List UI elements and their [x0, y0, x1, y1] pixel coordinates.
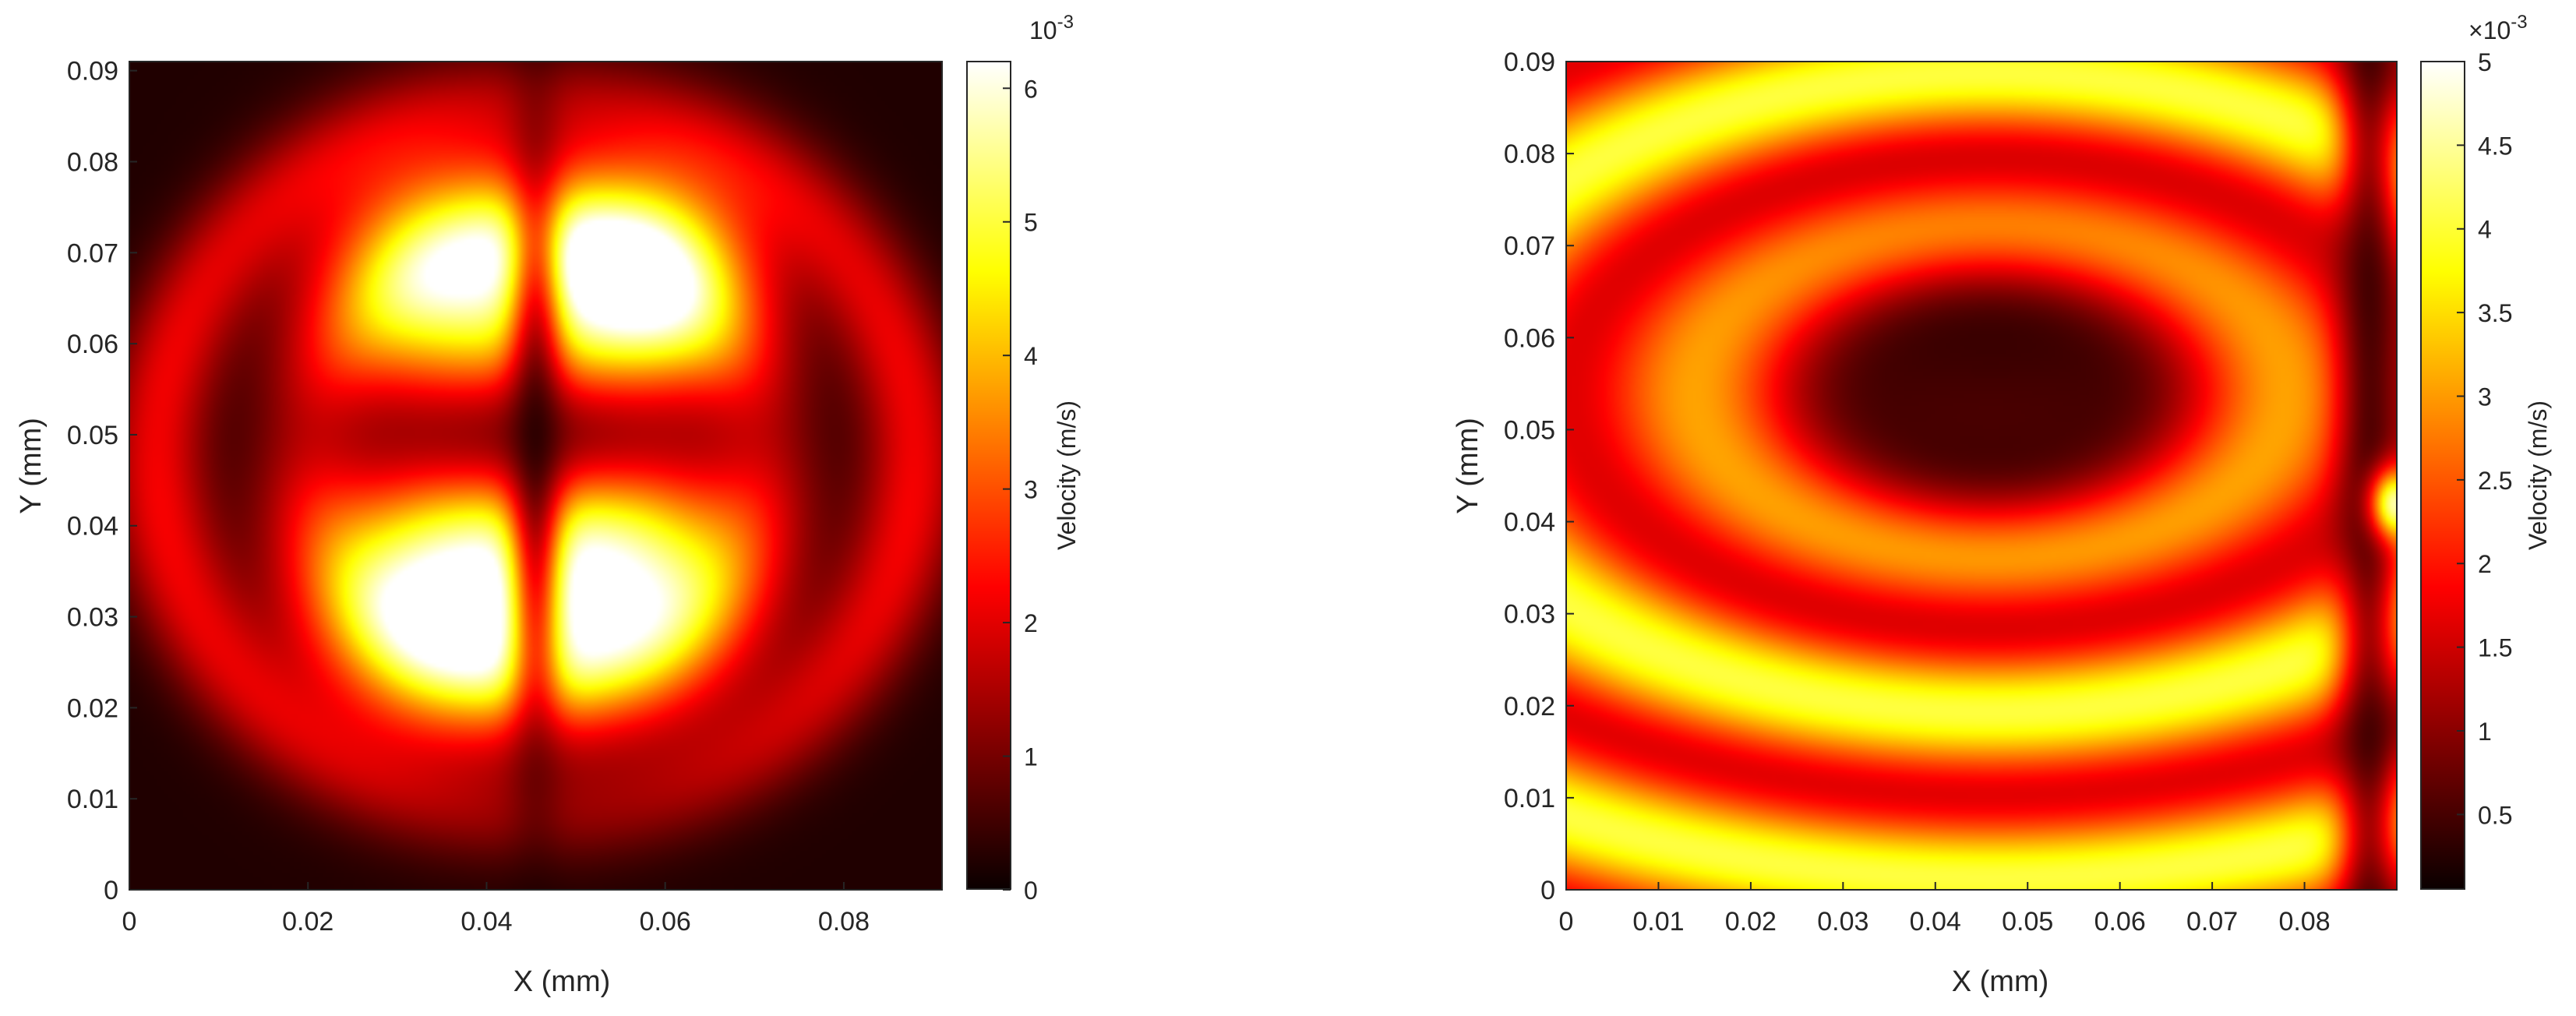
colorbar-tick-label: 1.5 — [2478, 634, 2512, 662]
x-tick-label: 0.05 — [2002, 907, 2053, 937]
right-x-axis-label: X (mm) — [1952, 965, 2049, 998]
y-tick-label: 0.08 — [67, 147, 118, 177]
colorbar-tick-label: 0.5 — [2478, 801, 2512, 829]
colorbar-tick-label: 1 — [2478, 718, 2492, 746]
left-plot-frame — [129, 61, 943, 891]
left-y-axis-label: Y (mm) — [15, 418, 48, 514]
colorbar-tick-label: 3.5 — [2478, 299, 2512, 327]
x-tick-label: 0 — [122, 907, 137, 937]
y-tick-label: 0.05 — [67, 421, 118, 450]
colorbar-tick-label: 2.5 — [2478, 467, 2512, 495]
left-colorbar-multiplier: 10-3 — [1029, 12, 1074, 44]
left-panel: 0 0.02 0.04 0.06 0.08 00.010.020.030.040.050… — [15, 12, 1081, 998]
x-tick-label: 0.01 — [1632, 907, 1684, 937]
x-tick-label: 0.07 — [2186, 907, 2238, 937]
left-colorbar — [966, 61, 1011, 890]
y-tick-label: 0.01 — [1504, 784, 1555, 813]
x-tick-label: 0.08 — [818, 907, 870, 937]
colorbar-tick-label: 5 — [2478, 48, 2492, 76]
x-tick-label: 0.02 — [282, 907, 333, 937]
y-tick-label: 0.06 — [67, 330, 118, 359]
colorbar-tick-label: 0 — [1024, 877, 1038, 905]
left-colorbar-label: Velocity (m/s) — [1053, 400, 1081, 550]
colorbar-tick-label: 3 — [2478, 383, 2492, 411]
colorbar-tick-label: 6 — [1024, 75, 1038, 103]
right-colorbar-ticks: 0.5 1 1.5 2 2.5 3 3.5 4 4.5 5 — [2457, 48, 2512, 829]
y-tick-label: 0.07 — [67, 238, 118, 268]
x-tick-label: 0.03 — [1817, 907, 1868, 937]
colorbar-tick-label: 5 — [1024, 209, 1038, 237]
x-tick-label: 0.06 — [2094, 907, 2146, 937]
x-tick-label: 0.08 — [2278, 907, 2330, 937]
right-y-axis-ticks: 0 0.01 0.02 0.03 0.04 0.05 0.06 0.07 0.08 0.09 — [1504, 48, 1574, 905]
colorbar-tick-label: 2 — [2478, 550, 2492, 578]
y-tick-label: 0.05 — [1504, 415, 1555, 445]
y-tick-label: 0 — [1540, 876, 1555, 905]
left-y-axis-ticks: 0 0.01 0.02 0.03 0.04 0.05 0.06 0.07 0.08 0.09 — [67, 57, 137, 905]
left-x-axis-ticks: 0 0.02 0.04 0.06 0.08 — [122, 882, 870, 937]
right-y-axis-label: Y (mm) — [1452, 418, 1484, 514]
y-tick-label: 0.06 — [1504, 323, 1555, 353]
right-plot-frame — [1565, 61, 2398, 891]
y-tick-label: 0.09 — [67, 57, 118, 86]
x-tick-label: 0 — [1559, 907, 1574, 937]
right-x-axis-ticks: 0 0.01 0.02 0.03 0.04 0.05 0.06 0.07 0.08 — [1559, 882, 2331, 937]
right-colorbar-label: Velocity (m/s) — [2524, 400, 2552, 550]
x-tick-label: 0.06 — [640, 907, 691, 937]
left-heatmap — [129, 62, 942, 890]
colorbar-tick-label: 4 — [1024, 342, 1038, 370]
left-x-axis-label: X (mm) — [513, 965, 611, 998]
x-tick-label: 0.02 — [1725, 907, 1777, 937]
y-tick-label: 0.03 — [67, 603, 118, 633]
right-panel: 0 0.01 0.02 0.03 0.04 0.05 0.06 0.07 0.08 00.010… — [1452, 12, 2552, 998]
colorbar-tick-label: 2 — [1024, 609, 1038, 637]
y-tick-label: 0.04 — [1504, 508, 1555, 538]
colorbar-tick-label: 3 — [1024, 476, 1038, 504]
colorbar-tick-label: 4.5 — [2478, 132, 2512, 160]
x-tick-label: 0.04 — [461, 907, 512, 937]
right-heatmap — [1566, 62, 2397, 890]
colorbar-tick-label: 1 — [1024, 743, 1038, 771]
y-tick-label: 0.02 — [1504, 692, 1555, 721]
right-colorbar-multiplier: ×10-3 — [2468, 12, 2528, 44]
right-colorbar — [2420, 61, 2465, 890]
colorbar-tick-label: 4 — [2478, 216, 2492, 244]
y-tick-label: 0.03 — [1504, 600, 1555, 630]
y-tick-label: 0.01 — [67, 785, 118, 814]
left-colorbar-ticks: 0 1 2 3 4 5 6 — [1003, 75, 1038, 905]
y-tick-label: 0.02 — [67, 693, 118, 723]
y-tick-label: 0.07 — [1504, 231, 1555, 261]
y-tick-label: 0.08 — [1504, 139, 1555, 169]
y-tick-label: 0 — [104, 876, 118, 905]
y-tick-label: 0.04 — [67, 512, 118, 542]
y-tick-label: 0.09 — [1504, 48, 1555, 77]
x-tick-label: 0.04 — [1910, 907, 1961, 937]
